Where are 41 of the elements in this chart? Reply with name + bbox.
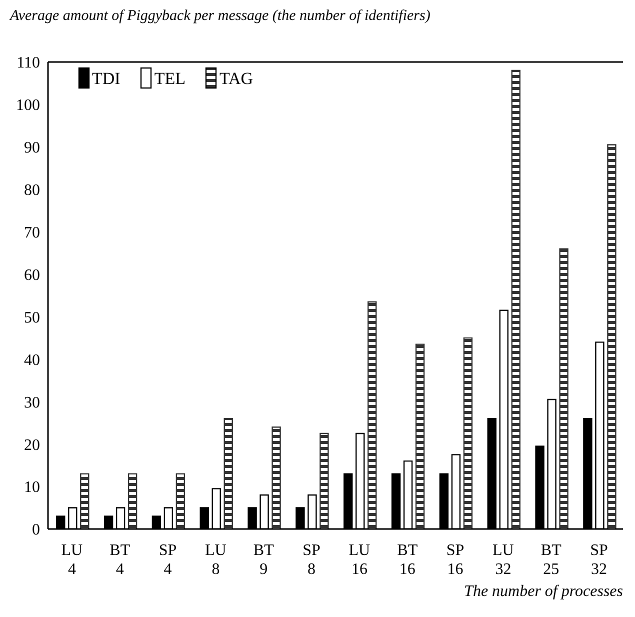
x-tick-label: SP 16 — [446, 542, 464, 578]
y-tick-label: 30 — [24, 394, 40, 412]
x-tick-label: SP 32 — [590, 542, 608, 578]
x-tick-label: BT 4 — [110, 542, 130, 578]
x-tick-label: LU 4 — [61, 542, 84, 578]
bar — [272, 426, 281, 529]
y-tick-label: 40 — [24, 352, 40, 369]
chart-title: Average amount of Piggyback per message (the number of identifiers) — [10, 8, 432, 25]
bar — [80, 473, 90, 529]
y-tick-label: 10 — [24, 479, 40, 496]
legend-label: TDI — [92, 69, 120, 89]
legend-label: TEL — [154, 69, 186, 89]
x-tick-label: LU 8 — [205, 542, 227, 578]
y-tick-label: 100 — [16, 97, 40, 114]
y-tick-label: 20 — [24, 436, 40, 454]
bar — [559, 248, 568, 529]
y-tick-label: 60 — [24, 266, 40, 284]
legend-label: TAG — [219, 69, 254, 89]
y-tick-label: 80 — [24, 182, 40, 200]
x-tick-label: BT 16 — [397, 542, 418, 578]
bar — [511, 70, 520, 529]
bar — [128, 473, 138, 529]
bar — [607, 144, 616, 529]
x-tick-label: LU 32 — [492, 542, 514, 578]
y-tick-label: 50 — [24, 309, 40, 326]
bar — [415, 344, 425, 529]
y-tick-label: 70 — [24, 224, 40, 242]
bar — [224, 418, 233, 529]
y-tick-label: 90 — [24, 140, 40, 157]
bar — [176, 473, 186, 529]
bar — [463, 337, 473, 529]
x-axis-title: The number of processes — [463, 583, 623, 601]
x-tick-label: LU 16 — [348, 542, 371, 578]
y-tick-label: 0 — [32, 522, 40, 539]
y-tick-label: 110 — [16, 54, 40, 72]
bar — [368, 301, 377, 529]
x-tick-label: BT 9 — [253, 542, 274, 578]
x-tick-label: BT 25 — [540, 542, 562, 578]
bar — [320, 432, 329, 529]
x-tick-label: SP 4 — [158, 542, 177, 578]
x-tick-label: SP 8 — [302, 542, 321, 578]
